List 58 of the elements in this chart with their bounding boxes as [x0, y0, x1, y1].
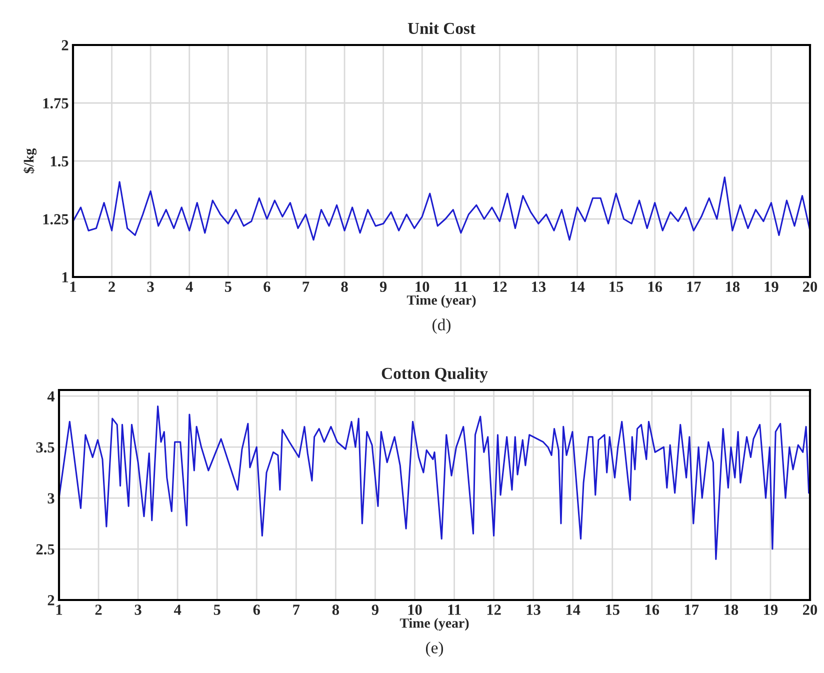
x-tick-label: 13	[532, 282, 546, 292]
x-tick-label: 19	[764, 282, 778, 292]
x-tick-label: 7	[293, 604, 300, 615]
x-tick-label: 1	[70, 282, 76, 292]
x-tick-label: 2	[95, 604, 102, 615]
y-tick-label: 1.5	[50, 156, 68, 167]
x-tick-label: 20	[803, 604, 818, 615]
x-tick-label: 14	[570, 282, 585, 292]
x-tick-label: 14	[566, 604, 580, 615]
x-tick-label: 8	[341, 282, 348, 292]
text: (e)	[426, 642, 444, 657]
x-tick-label: 20	[803, 282, 818, 292]
x-tick-label: 3	[147, 282, 154, 292]
y-tick-label: 1.75	[43, 98, 68, 109]
x-tick-label: 18	[726, 282, 740, 292]
x-tick-label: 19	[764, 604, 778, 615]
x-tick-label: 10	[416, 282, 430, 292]
x-tick-label: 9	[372, 604, 378, 615]
y-axis-title: $/kg	[23, 148, 37, 174]
x-tick-label: 16	[648, 282, 662, 292]
y-tick-label: 4	[47, 391, 55, 402]
x-tick-label: 13	[526, 604, 540, 615]
x-tick-label: 15	[606, 604, 620, 615]
x-tick-label: 7	[302, 282, 310, 292]
x-tick-label: 3	[134, 604, 142, 615]
x-tick-label: 17	[687, 282, 701, 292]
y-tick-label: 2.5	[36, 544, 54, 555]
line-series	[73, 176, 810, 241]
text: (d)	[432, 318, 450, 334]
line-series	[59, 406, 810, 560]
y-tick-label: 1.25	[43, 214, 68, 225]
x-tick-label: 11	[454, 282, 468, 292]
x-tick-label: 12	[487, 604, 501, 615]
x-tick-label: 10	[408, 604, 422, 615]
x-tick-label: 2	[108, 282, 115, 292]
y-tick-label: 2	[62, 40, 68, 50]
x-tick-label: 9	[380, 282, 387, 292]
x-tick-label: 12	[493, 282, 507, 292]
x-axis-title: Time (year)	[406, 295, 476, 308]
y-tick-label: 3.5	[36, 442, 54, 453]
x-tick-label: 4	[186, 282, 193, 292]
x-tick-label: 11	[448, 604, 461, 615]
x-tick-label: 6	[253, 604, 260, 615]
chart-title: Cotton Quality	[382, 367, 488, 382]
y-tick-label: 3	[48, 493, 54, 504]
x-tick-label: 15	[610, 282, 624, 292]
y-tick-label: 2	[48, 595, 54, 606]
y-tick-label: 1	[62, 272, 68, 282]
chart-title: Unit Cost	[408, 22, 476, 34]
x-tick-label: 6	[264, 282, 270, 292]
x-tick-label: 8	[332, 604, 339, 615]
x-axis-title: Time (year)	[400, 618, 469, 631]
x-tick-label: 16	[645, 604, 660, 615]
x-tick-label: 5	[214, 604, 220, 615]
x-tick-label: 4	[174, 604, 182, 615]
x-tick-label: 17	[685, 604, 699, 615]
x-tick-label: 5	[224, 282, 232, 292]
x-tick-label: 18	[724, 604, 738, 615]
